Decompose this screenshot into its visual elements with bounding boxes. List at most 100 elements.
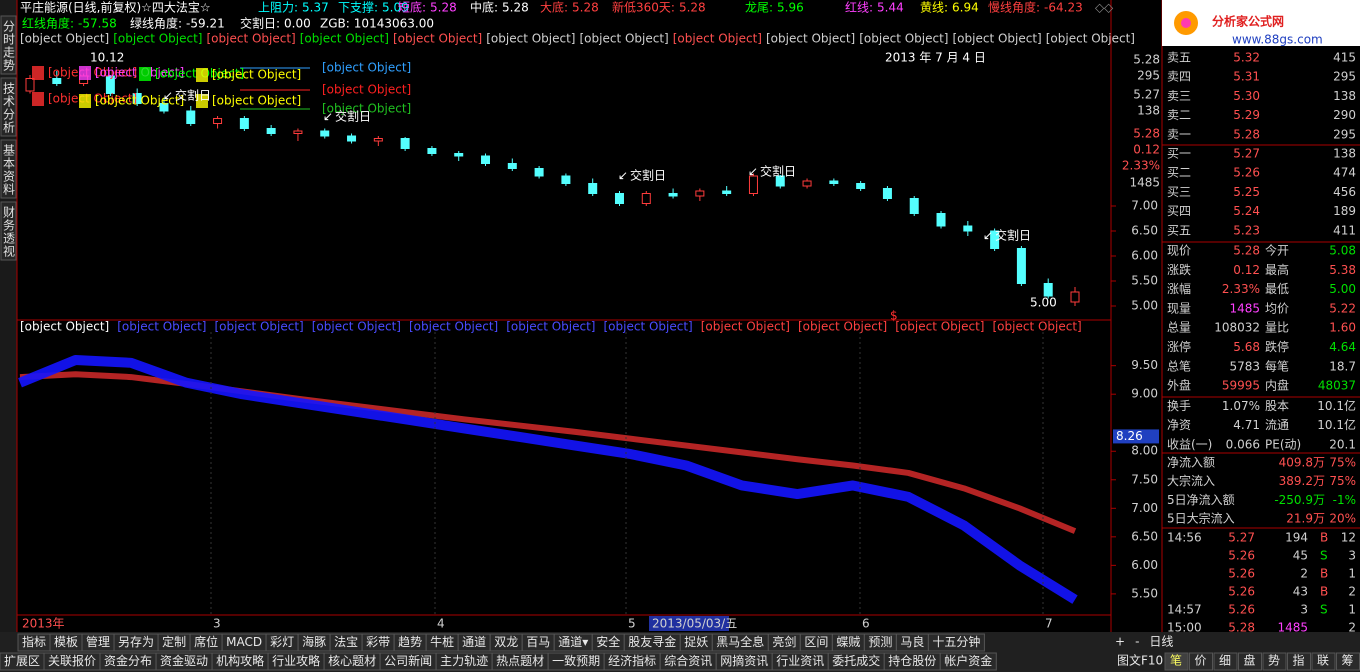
panel-tab-label[interactable]: 指 [1293,653,1305,668]
ma-legend: [object Object] [20,320,109,334]
tab-label[interactable]: 趋势 [398,635,422,649]
tab-label[interactable]: 一致预期 [552,654,600,668]
tab-label[interactable]: 定制 [162,634,186,649]
panel-tab-label[interactable]: 盘 [1244,653,1256,668]
indicator-label: 新低360天: [612,0,675,15]
y-tick-label: 5.50 [1131,586,1158,600]
tab-label[interactable]: 帐户资金 [944,653,992,668]
tab-label[interactable]: 管理 [86,634,110,649]
panel-tab[interactable] [1238,652,1262,671]
tab-label[interactable]: 预测 [868,635,892,649]
tab-label[interactable]: 马良 [900,634,924,649]
stat-label: 涨跌 [1167,262,1191,277]
tab-label[interactable]: 日线 [1149,635,1173,649]
tab-label[interactable]: 亮剑 [772,634,796,649]
side-tab[interactable] [0,15,17,75]
panel-tab[interactable] [1213,652,1238,671]
tab-label[interactable]: 安全 [596,634,620,649]
tab-label[interactable]: 席位 [194,634,218,649]
tab-label[interactable]: 黑马全息 [716,634,764,649]
side-tab[interactable] [0,77,17,137]
tab-label[interactable]: 委托成交 [832,653,880,668]
tab-label[interactable]: 通道▾ [558,635,588,649]
indicator-label: 龙尾: [745,1,773,15]
tab-label[interactable]: 海豚 [302,634,326,649]
tab-label[interactable]: 机构攻略 [216,653,264,668]
tab-label[interactable]: 十五分钟 [932,634,980,649]
bar-info: [object Object] [1046,32,1135,46]
tab-label[interactable]: 另存为 [118,635,154,649]
stat-value: 5.08 [1329,244,1356,258]
tab-label[interactable]: 股友寻金 [628,634,676,649]
tab-label[interactable]: 捉妖 [684,634,708,649]
window-icon[interactable]: ◇ [1104,1,1114,15]
tab-label[interactable]: 经济指标 [608,653,656,668]
tab-label[interactable]: 公司新闻 [384,653,432,668]
tab-label[interactable]: 综合资讯 [664,653,712,668]
candle-body [239,118,249,129]
tab-label[interactable]: 网摘资讯 [720,653,768,668]
tab-label[interactable]: 行业攻略 [272,653,320,668]
tab-label[interactable]: 模板 [54,635,78,649]
panel-tab-label[interactable]: 笔 [1170,653,1182,668]
indicator-value: 5.09 [382,1,409,15]
panel-tab-label[interactable]: 联 [1317,654,1329,668]
tab-label[interactable]: 牛桩 [430,634,454,649]
tab-label[interactable]: MACD [226,635,262,649]
indicator-label: 短底: [398,0,426,15]
tab-label[interactable]: 持仓股份 [888,653,936,668]
panel-tab[interactable] [1262,652,1287,671]
tab-label[interactable]: 百马 [526,635,550,649]
panel-tab-label[interactable]: 价 [1195,654,1207,668]
bar-info: [object Object] [859,32,948,46]
indicator-value: -59.21 [186,17,225,31]
tab[interactable] [927,633,985,652]
tick-side: B [1320,567,1328,581]
tab-label[interactable]: 双龙 [494,635,518,649]
ma-legend: [object Object] [312,320,401,334]
tab-label[interactable]: 核心题材 [328,654,376,668]
tab-label[interactable]: 资金驱动 [160,653,208,668]
tick-price: 5.26 [1228,549,1255,563]
panel-tab[interactable] [1287,652,1311,671]
panel-tab[interactable] [1189,652,1213,671]
panel-tab-label[interactable]: 势 [1268,654,1280,668]
tab-label[interactable]: 指标 [22,634,46,649]
tab-label[interactable]: 行业资讯 [776,654,824,668]
side-tab-label[interactable]: 财务透视 [2,206,16,258]
tab-label[interactable]: 热点题材 [496,654,544,668]
ma-legend: [object Object] [798,320,887,334]
bar-info: [object Object] [207,32,296,46]
tab-label[interactable]: + [1115,635,1125,649]
candle-body [829,180,839,184]
window-icon[interactable]: ◇ [1095,1,1105,15]
panel-tab-label[interactable]: 细 [1219,654,1231,668]
panel-tab-label[interactable]: 筹 [1342,654,1354,668]
tab-label[interactable]: 彩带 [366,635,390,649]
signal-label: [object Object] [212,68,301,82]
tab-label[interactable]: - [1135,635,1139,649]
indicator-label: 慢线角度: [988,0,1040,15]
tab-label[interactable]: 通道 [462,635,486,649]
panel-tab[interactable] [1164,652,1189,671]
tab-label[interactable]: 彩灯 [270,635,294,649]
side-tab[interactable] [0,201,17,261]
tab-label[interactable]: 关联报价 [48,653,96,668]
side-tab[interactable] [0,139,17,199]
indicator-label: 下支撑: [338,0,378,15]
tab-label[interactable]: 蝶贼 [836,634,860,649]
tab-label[interactable]: 主力轨迹 [440,654,488,668]
flow-pct: 75% [1329,474,1356,488]
side-tab-label[interactable]: 分时走势 [2,20,16,72]
tab-label[interactable]: 法宝 [334,635,358,649]
tab-label[interactable]: 区间 [804,635,828,649]
panel-tab[interactable] [1311,652,1336,671]
tab-label[interactable]: 资金分布 [104,653,152,668]
tab-label[interactable]: 图文F10 [1117,653,1163,668]
side-tab-label[interactable]: 技术分析 [2,82,16,134]
cross-label: 交割日 [995,228,1031,243]
tab-label[interactable]: 扩展区 [4,654,40,668]
y-tick-label: 6.50 [1131,224,1158,238]
side-tab-label[interactable]: 基本资料 [2,144,16,196]
tab[interactable] [939,652,997,671]
